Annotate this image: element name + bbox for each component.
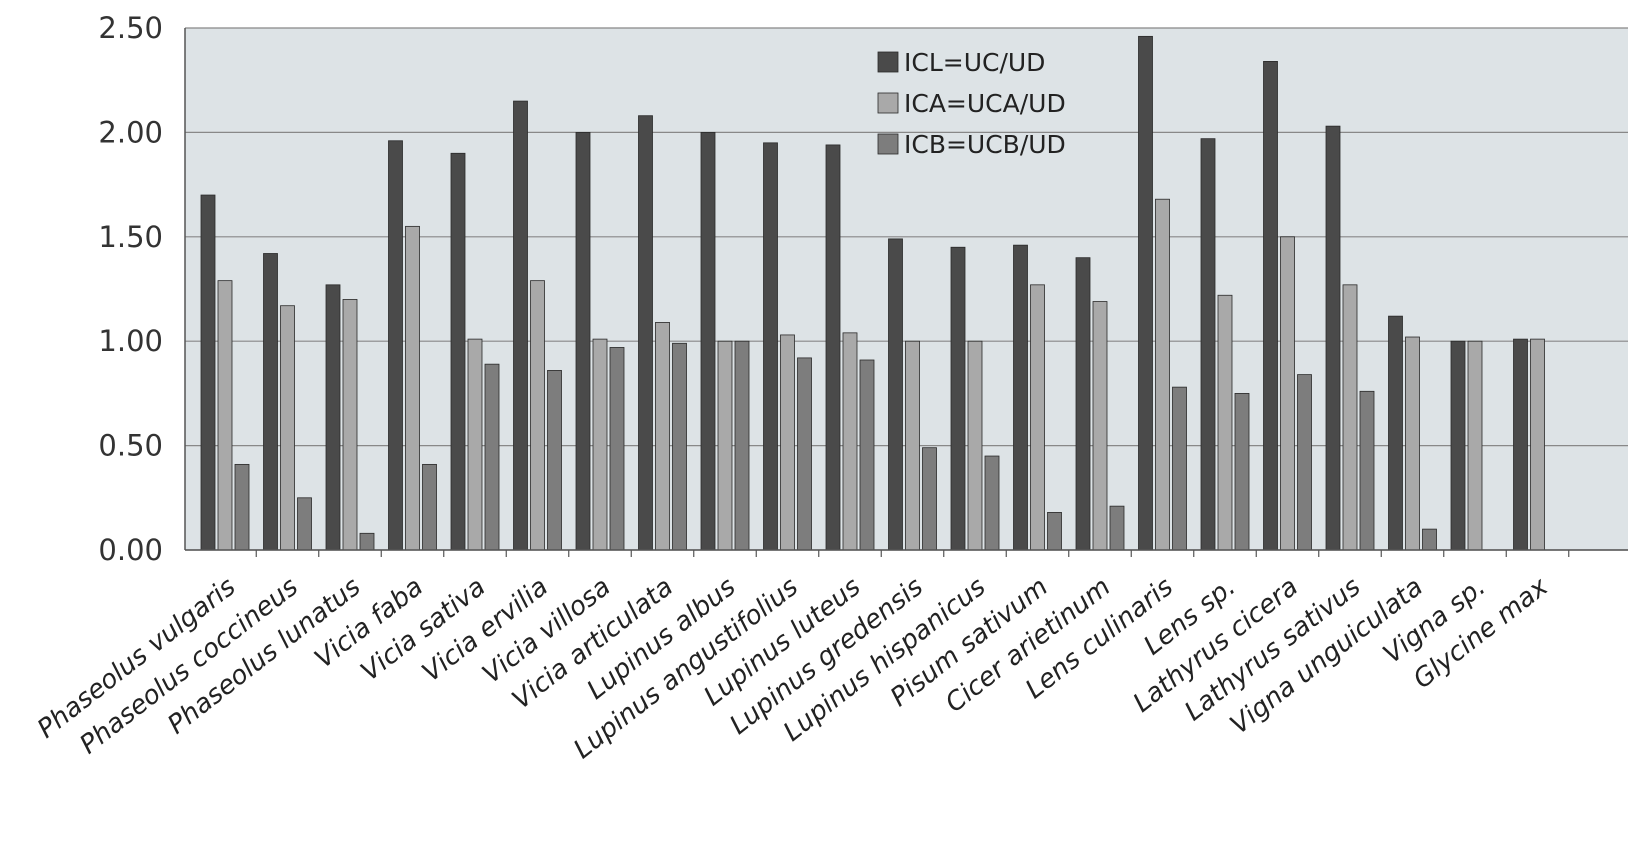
y-tick-label: 0.00	[98, 533, 163, 567]
legend-swatch	[877, 92, 899, 114]
bar	[359, 532, 375, 551]
bar	[763, 142, 778, 551]
bar	[1013, 244, 1028, 551]
bar	[592, 338, 608, 551]
y-tick-label: 2.50	[98, 11, 163, 45]
bar	[1138, 35, 1153, 551]
bar	[405, 225, 420, 551]
bar	[342, 299, 358, 551]
bar	[609, 347, 625, 551]
bar	[1092, 301, 1108, 551]
bar	[950, 246, 966, 551]
bar	[1530, 338, 1545, 551]
bar	[450, 152, 466, 551]
bar	[700, 131, 716, 551]
bar	[1155, 198, 1170, 551]
bar	[922, 447, 937, 551]
bar	[1513, 338, 1528, 551]
bar	[200, 194, 216, 551]
bar	[575, 131, 591, 551]
legend: ICL=UC/UD ICA=UCA/UD ICB=UCB/UD	[877, 48, 1066, 159]
legend-label: ICB=UCB/UD	[904, 130, 1066, 159]
bar	[638, 115, 653, 551]
bar	[1234, 392, 1250, 551]
bar	[859, 359, 875, 551]
y-tick-label: 0.50	[98, 429, 163, 463]
y-tick-label: 1.50	[98, 220, 163, 254]
bar	[467, 338, 483, 551]
bar	[1109, 505, 1125, 551]
legend-swatch	[877, 133, 899, 155]
bar	[325, 284, 341, 551]
bar	[422, 463, 437, 551]
bar	[513, 100, 528, 551]
bar	[655, 322, 670, 551]
bar	[530, 280, 545, 551]
bar	[1263, 61, 1278, 551]
bar	[484, 363, 500, 551]
bar	[1450, 340, 1466, 551]
bar	[984, 455, 1000, 551]
bar	[1217, 294, 1233, 551]
bar	[888, 238, 903, 551]
bar	[388, 140, 403, 551]
bar	[717, 340, 733, 551]
legend-label: ICL=UC/UD	[904, 48, 1045, 77]
bar	[797, 357, 812, 551]
bar	[842, 332, 858, 551]
bar	[967, 340, 983, 551]
bar	[217, 280, 233, 551]
bar	[1172, 386, 1187, 551]
bar	[1200, 138, 1216, 551]
legend-label: ICA=UCA/UD	[904, 89, 1066, 118]
bar	[780, 334, 795, 551]
bar	[1388, 315, 1403, 551]
y-tick-label: 1.00	[98, 324, 163, 358]
bar	[234, 463, 250, 551]
bar	[1422, 528, 1437, 551]
bar	[672, 342, 687, 551]
bar	[280, 305, 295, 551]
bar	[1467, 340, 1483, 551]
legend-swatch	[877, 51, 899, 73]
bar	[1075, 257, 1091, 551]
bar	[1280, 236, 1295, 551]
bar	[734, 340, 750, 551]
bar	[1030, 284, 1045, 551]
bar	[1405, 336, 1420, 551]
bar	[1297, 374, 1312, 551]
bar	[263, 253, 278, 551]
bar	[1325, 125, 1341, 551]
bar	[1359, 390, 1375, 551]
bar	[1047, 512, 1062, 551]
bar	[1342, 284, 1358, 551]
bar	[297, 497, 312, 551]
bar	[905, 340, 920, 551]
bar	[825, 144, 841, 551]
y-tick-label: 2.00	[98, 115, 163, 149]
bar	[547, 370, 562, 551]
